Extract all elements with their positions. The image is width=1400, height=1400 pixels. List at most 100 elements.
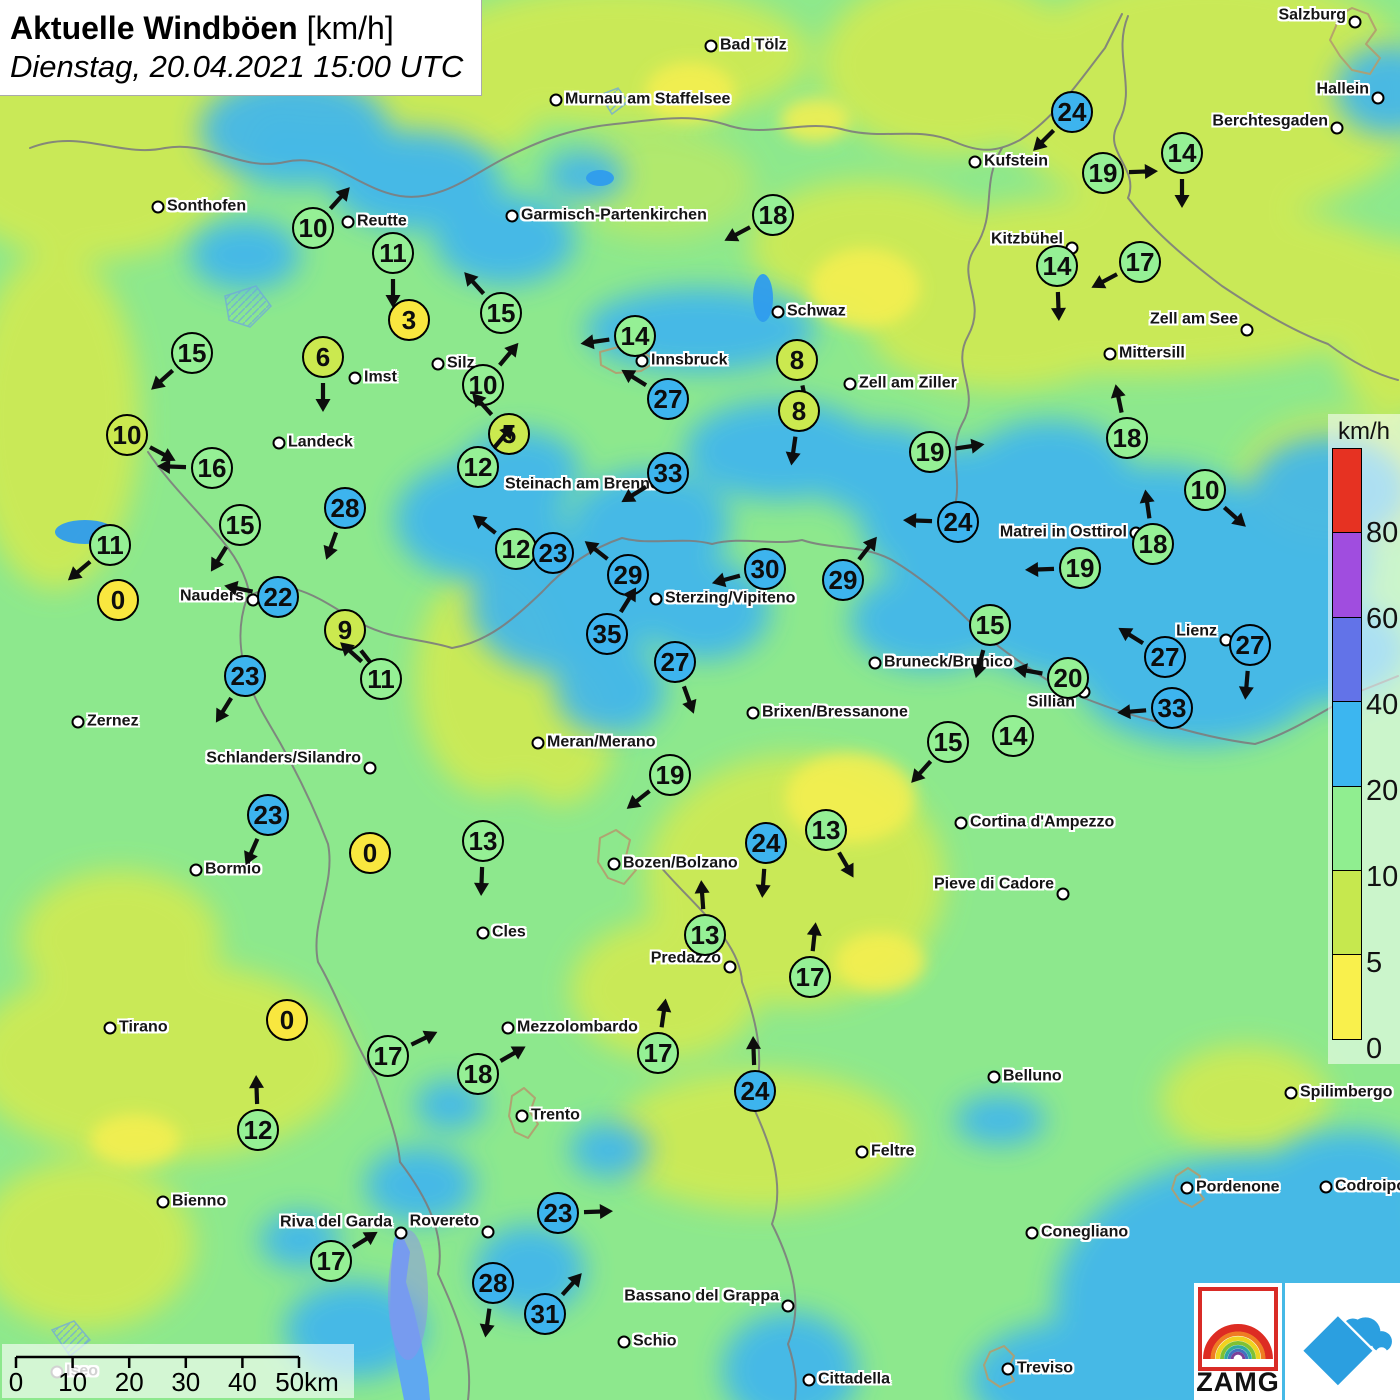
wind-station-marker: 19 [610,715,730,835]
wind-gust-value: 23 [247,794,289,836]
wind-direction-arrow [560,1273,582,1297]
wind-direction-arrow [315,383,331,412]
city-name: Rovereto [409,1212,479,1230]
city-dot [431,357,445,371]
city-name: Bienno [172,1192,227,1210]
wind-gust-value: 27 [1229,624,1271,666]
city-name: Brixen/Bressanone [762,703,908,721]
wind-direction-arrow [621,485,648,503]
legend-band [1332,785,1362,872]
wind-direction-arrow [224,580,254,596]
wind-station-marker: 14 [953,676,1073,796]
city-dot [954,816,968,830]
city-dot [501,1021,515,1035]
wind-direction-arrow [1222,505,1246,527]
wind-station-marker: 27 [615,602,735,722]
wind-direction-arrow [724,225,751,242]
wind-station-marker: 11 [321,619,441,739]
city-name: Berchtesgaden [1212,112,1328,130]
wind-station-marker: 33 [1112,648,1232,768]
wind-station-marker: 11 [50,485,170,605]
wind-gust-value: 3 [388,299,430,341]
wind-station-marker: 17 [271,1201,391,1321]
legend-band [1332,448,1362,534]
wind-station-marker: 19 [870,392,990,512]
wind-gust-value: 6 [302,336,344,378]
wind-direction-arrow [210,545,228,572]
wind-direction-arrow [580,334,610,350]
city-dot [802,1373,816,1387]
wind-gust-value: 27 [654,641,696,683]
city-name: Hallein [1316,80,1369,98]
city-dot [531,736,545,750]
wind-gust-value: 15 [219,504,261,546]
wind-station-marker: 27 [1190,585,1310,705]
wind-direction-arrow [249,1075,264,1105]
wind-station-marker: 17 [598,993,718,1113]
wind-direction-arrow [1117,704,1147,720]
wind-gust-value: 19 [909,431,951,473]
wind-direction-arrow [806,922,822,952]
city-dot [394,1226,408,1240]
wind-station-marker: 35 [547,574,667,694]
legend-band [1332,954,1362,1041]
wind-station-marker: 18 [713,155,833,275]
wind-direction-arrow [837,851,854,878]
city-name: Treviso [1017,1359,1074,1377]
wind-direction-arrow [151,368,175,390]
city-name: Bozen/Bolzano [623,854,738,872]
wind-station-marker: 27 [1105,597,1225,717]
wind-direction-arrow [1025,562,1055,577]
wind-station-marker: 22 [218,537,338,657]
city-name: Kitzbühel [991,230,1063,248]
wind-station-marker: 15 [441,253,561,373]
svg-text:10: 10 [58,1367,87,1397]
city-name: Meran/Merano [547,733,656,751]
rainbow-icon [1198,1287,1278,1371]
wind-gust-value: 10 [106,414,148,456]
wind-direction-arrow [472,515,497,535]
wind-direction-arrow [656,998,672,1028]
wind-gust-value: 8 [776,339,818,381]
zamg-wordmark: ZAMG [1196,1367,1280,1397]
wind-station-marker: 28 [285,448,405,568]
city-dot [189,863,203,877]
city-dot [1348,15,1362,29]
wind-direction-arrow [1139,489,1155,519]
svg-text:40: 40 [228,1367,257,1397]
wind-station-marker: 19 [1020,508,1140,628]
wind-gust-value: 0 [349,832,391,874]
wind-gust-value: 11 [372,232,414,274]
city-dot [1180,1181,1194,1195]
wind-station-marker: 0 [310,793,430,913]
wind-gust-value: 24 [1051,91,1093,133]
city-dot [771,305,785,319]
city-name: Conegliano [1041,1223,1129,1241]
wind-station-marker: 13 [423,781,543,901]
city-dot [617,1335,631,1349]
city-name: Nauders [179,587,244,605]
wind-station-marker: 17 [1080,202,1200,322]
map-title: Aktuelle Windböen [km/h] [10,8,463,48]
city-name: Landeck [288,433,353,451]
city-name: Cles [492,923,526,941]
wind-gust-value: 0 [97,579,139,621]
wind-gust-value: 17 [789,956,831,998]
wind-gust-value: 24 [734,1070,776,1112]
city-dot [151,200,165,214]
city-dot [1056,887,1070,901]
city-name: Cittadella [818,1370,891,1388]
wind-gust-value: 30 [744,548,786,590]
city-dot [781,1299,795,1313]
legend-tick-label: 10 [1366,861,1399,893]
wind-gust-value: 18 [1132,523,1174,565]
city-name: Bad Tölz [720,36,787,54]
wind-direction-arrow [583,1204,613,1219]
legend-band [1332,701,1362,788]
wind-station-marker: 31 [485,1254,605,1374]
city-name: Trento [531,1106,580,1124]
city-name: Pieve di Cadore [933,875,1054,893]
city-name: Feltre [871,1142,915,1160]
